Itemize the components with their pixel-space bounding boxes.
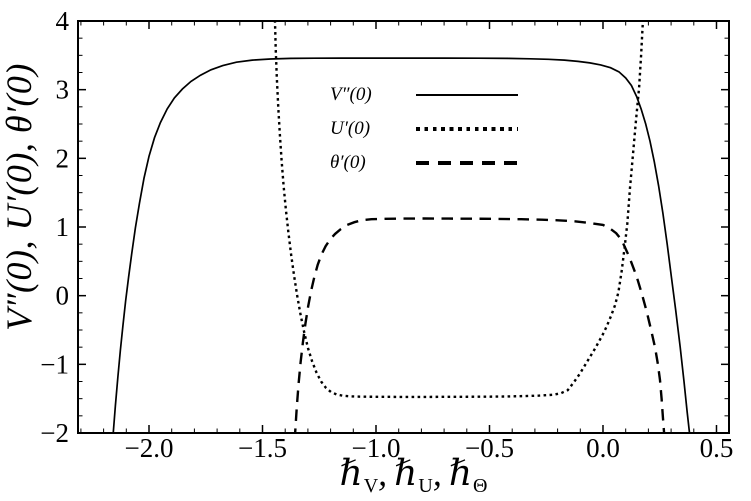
y-axis-label: V″(0), U′(0), θ′(0) <box>0 63 39 331</box>
x-tick-label: −1.0 <box>352 433 401 463</box>
legend-label-thetap: θ′(0) <box>330 152 366 173</box>
legend-line-dotted <box>416 127 518 131</box>
legend-item-up: U′(0) <box>330 112 518 146</box>
x-label-hbar-u: ℏU <box>394 453 433 497</box>
x-label-sub-theta: Θ <box>473 475 488 497</box>
y-tick-label: 0 <box>56 281 70 311</box>
x-label-sub-v: V <box>363 475 379 497</box>
legend-item-thetap: θ′(0) <box>330 146 518 180</box>
curve-up0 <box>273 21 645 399</box>
x-label-hbar-theta: ℏΘ <box>448 453 488 497</box>
y-tick-label: −2 <box>40 418 69 448</box>
x-tick-label: −2.0 <box>125 433 174 463</box>
curve-vpp0 <box>112 57 691 433</box>
x-label-comma: , <box>432 453 442 493</box>
x-axis-label: ℏV, ℏU, ℏΘ <box>88 452 739 498</box>
x-tick-label: 0.0 <box>586 433 620 463</box>
x-tick-label: −1.5 <box>238 433 287 463</box>
x-label-hbar-v: ℏV <box>339 453 379 497</box>
axis-ticks <box>78 20 729 434</box>
x-label-sub-u: U <box>418 475 433 497</box>
legend-line-dashed <box>416 161 518 165</box>
legend-item-vpp: V″(0) <box>330 78 518 112</box>
y-tick-label: 1 <box>56 212 70 242</box>
y-tick-label: 2 <box>56 143 70 173</box>
x-tick-label: 0.5 <box>700 433 734 463</box>
legend: V″(0) U′(0) θ′(0) <box>330 78 518 180</box>
legend-label-vpp: V″(0) <box>330 84 372 105</box>
y-tick-label: 3 <box>56 75 70 105</box>
x-label-comma: , <box>378 453 388 493</box>
curve-thetap0 <box>293 217 666 433</box>
x-tick-label: −0.5 <box>465 433 514 463</box>
legend-label-up: U′(0) <box>330 118 371 139</box>
legend-line-solid <box>416 94 518 96</box>
y-tick-label: 4 <box>56 6 70 36</box>
y-tick-label: −1 <box>40 349 69 379</box>
